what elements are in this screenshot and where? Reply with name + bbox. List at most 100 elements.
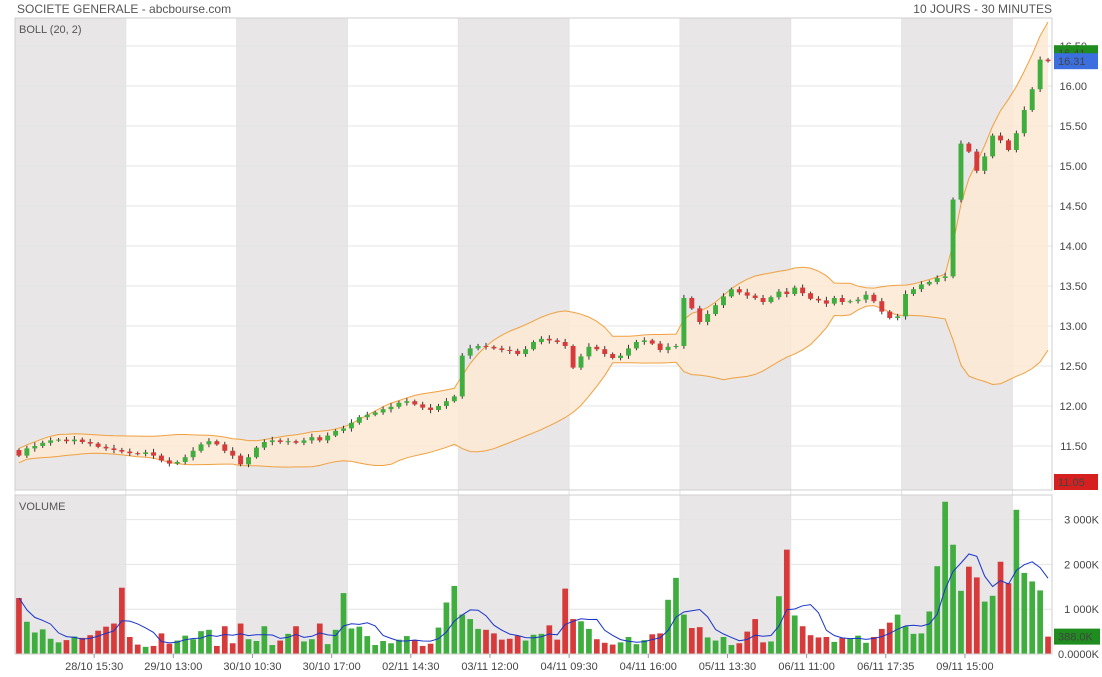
candle-body <box>388 406 394 410</box>
candle-body <box>420 404 426 408</box>
candle-body <box>776 291 782 298</box>
volume-bar <box>63 640 70 654</box>
candle-body <box>127 451 133 454</box>
candle-body <box>744 292 750 296</box>
volume-bar <box>926 611 933 654</box>
volume-bar <box>601 642 608 654</box>
volume-bar <box>31 632 38 654</box>
volume-bar <box>847 638 853 654</box>
candle-body <box>966 143 972 152</box>
volume-bar <box>997 561 1004 654</box>
candle-body <box>32 446 38 449</box>
candle-body <box>285 441 291 443</box>
volume-bar <box>293 626 299 654</box>
candle-body <box>649 340 655 344</box>
candle-body <box>206 441 212 445</box>
candle-body <box>950 199 956 277</box>
candle-body <box>190 450 196 458</box>
volume-bar <box>47 638 54 654</box>
session-shade <box>901 495 1013 654</box>
volume-bar <box>942 501 948 654</box>
volume-bar <box>1029 581 1036 654</box>
candle-body <box>348 422 354 429</box>
candle-body <box>871 294 877 302</box>
candle-body <box>174 462 180 464</box>
candle-body <box>784 291 790 294</box>
volume-bar <box>316 623 323 654</box>
candle-body <box>253 447 259 458</box>
candle-body <box>926 282 932 285</box>
volume-bar <box>348 628 355 654</box>
price-tick-label: 15.50 <box>1059 121 1087 133</box>
volume-tick-label: 2 000K <box>1064 559 1100 571</box>
x-tick-label: 05/11 13:30 <box>699 661 756 673</box>
volume-bar <box>736 643 743 654</box>
volume-bar <box>878 628 885 654</box>
volume-bar <box>206 629 212 654</box>
candle-body <box>760 298 766 302</box>
candle-body <box>1029 89 1035 110</box>
candle-body <box>531 342 536 350</box>
volume-bar <box>989 595 996 654</box>
candle-body <box>309 437 315 441</box>
candle-body <box>261 442 267 448</box>
volume-bar <box>966 566 972 654</box>
candle-body <box>618 355 624 358</box>
volume-bar <box>910 633 917 654</box>
volume-bar <box>253 641 260 654</box>
volume-bar <box>839 637 846 654</box>
volume-bar <box>198 631 204 654</box>
volume-bar <box>673 577 679 654</box>
volume-bar <box>309 639 315 654</box>
volume-tag <box>1054 628 1100 645</box>
volume-bar <box>506 638 513 654</box>
volume-bar <box>981 601 988 654</box>
volume-bar <box>443 602 450 654</box>
candle-body <box>277 440 283 442</box>
volume-bar <box>182 635 189 654</box>
volume-bar <box>87 635 94 654</box>
candle-body <box>491 346 497 349</box>
volume-bar <box>704 637 711 654</box>
candle-body <box>230 450 236 456</box>
price-tag-value: 11.05 <box>1058 477 1085 489</box>
volume-bar <box>245 639 252 654</box>
x-tick-label: 30/10 10:30 <box>223 661 281 673</box>
volume-bar <box>1037 590 1043 654</box>
volume-bar <box>886 622 893 654</box>
volume-bar <box>807 635 814 654</box>
volume-bar <box>388 643 394 654</box>
candle-body <box>903 294 909 317</box>
volume-bar <box>570 619 576 654</box>
volume-bar <box>752 619 758 654</box>
candle-body <box>64 439 69 442</box>
candle-body <box>515 350 521 354</box>
volume-bar <box>633 644 640 654</box>
volume-bar <box>411 640 418 654</box>
volume-bar <box>593 639 600 654</box>
x-tick-label: 03/11 12:00 <box>461 661 518 673</box>
price-tag <box>1054 474 1098 490</box>
volume-bar <box>625 636 632 654</box>
volume-tag-value: 388.0K <box>1058 632 1094 644</box>
candle-body <box>594 346 600 350</box>
candle-body <box>451 396 457 402</box>
candle-body <box>143 452 149 454</box>
candle-body <box>356 417 362 423</box>
candle-body <box>982 156 988 171</box>
session-shade <box>458 495 570 654</box>
candle-body <box>475 346 481 349</box>
volume-tick-label: 1 000K <box>1064 604 1100 616</box>
volume-bar <box>712 640 719 654</box>
volume-bar <box>39 629 46 654</box>
candle-body <box>467 348 473 356</box>
candle-body <box>673 346 679 347</box>
candle-body <box>364 414 370 418</box>
candle-body <box>301 440 307 443</box>
volume-bar <box>958 590 964 654</box>
candle-body <box>538 338 544 342</box>
volume-bar <box>562 588 569 654</box>
candle-body <box>641 340 647 342</box>
candle-body <box>1037 59 1043 90</box>
